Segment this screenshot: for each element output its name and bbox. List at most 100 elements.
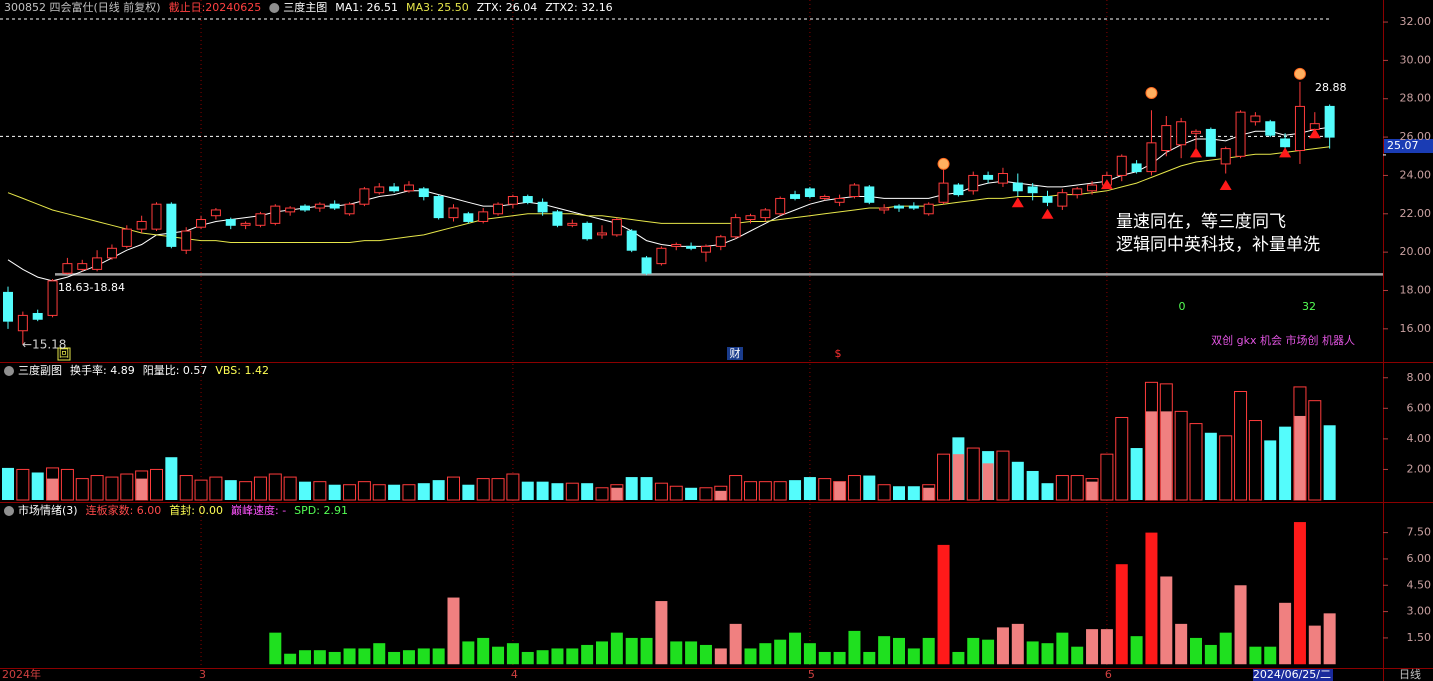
bar (165, 457, 178, 500)
bar (462, 641, 475, 665)
annotation: 0 (1179, 300, 1186, 313)
bar (669, 485, 683, 501)
bar (313, 650, 326, 665)
bar-overlay (1294, 415, 1306, 500)
candle-body (626, 230, 637, 251)
signal-triangle (1219, 180, 1232, 191)
bar (506, 643, 519, 665)
bar (1219, 435, 1233, 501)
candle-body (1220, 148, 1231, 165)
y-tick-label: 8.00 (1407, 371, 1432, 384)
candle-body (448, 207, 459, 219)
candle-body (522, 196, 533, 203)
candle-body (403, 184, 414, 192)
y-tick-label: 30.00 (1400, 53, 1432, 66)
bar (907, 648, 920, 665)
candle-body (77, 263, 88, 270)
candle-body (1265, 121, 1276, 136)
bar (878, 636, 891, 665)
bar (1011, 623, 1024, 665)
candle-body (1116, 155, 1127, 176)
bar (1323, 613, 1336, 665)
y-tick-label: 4.00 (1407, 432, 1432, 445)
bar (1190, 637, 1202, 665)
y-tick-label: 18.00 (1400, 283, 1432, 296)
bar (551, 648, 564, 665)
bar (1219, 632, 1232, 665)
legend-text: MA3: 25.50 (406, 1, 469, 14)
candle-body (1027, 186, 1038, 194)
bar (744, 481, 757, 501)
bar (209, 476, 223, 501)
bar (1264, 440, 1277, 500)
y-tick-label: 24.00 (1400, 168, 1432, 181)
candle-body (493, 203, 504, 215)
bar (1100, 453, 1114, 501)
candle-body (790, 194, 801, 199)
candle-body (1072, 188, 1083, 196)
bar (373, 643, 386, 665)
candle-body (374, 186, 385, 194)
bar (952, 651, 965, 665)
bar (1026, 641, 1039, 665)
candle-body (1235, 111, 1246, 157)
y-tick-label: 20.00 (1400, 245, 1432, 258)
bar (299, 650, 311, 665)
candle-body (1250, 115, 1261, 123)
y-tick-label: 3.00 (1407, 605, 1432, 618)
bar (224, 480, 237, 500)
candle-body (730, 217, 741, 238)
bar (729, 475, 743, 501)
bar (283, 476, 297, 501)
legend-text: 截止日:20240625 (169, 0, 262, 14)
y-tick-label: 1.50 (1407, 631, 1432, 644)
candle-body (329, 203, 340, 209)
annotation: 财 (730, 346, 741, 360)
icon-box (727, 347, 743, 360)
date-box (1253, 669, 1333, 681)
bar (685, 487, 698, 500)
y-tick-label: 4.50 (1407, 578, 1432, 591)
bar (402, 650, 415, 665)
ma-line (7, 146, 1330, 243)
bar (521, 651, 534, 665)
bar (372, 484, 386, 501)
candle-body (1176, 121, 1187, 146)
bar (699, 487, 713, 501)
bar-overlay (611, 487, 623, 500)
bar (239, 481, 253, 501)
signal-smiley (1293, 67, 1306, 80)
bar (417, 483, 430, 500)
candle-body (32, 312, 43, 320)
bar (685, 641, 698, 665)
bar-overlay (923, 487, 935, 500)
candle-body (225, 219, 236, 226)
candle-body (1205, 128, 1216, 157)
bar (1175, 623, 1188, 665)
bar (1071, 646, 1084, 665)
bar-overlay (952, 454, 964, 500)
bar (343, 484, 357, 501)
bar (581, 483, 594, 500)
bar (551, 483, 564, 500)
bar (759, 643, 772, 665)
annotation: 逻辑同中英科技，补量单洗 (1116, 235, 1320, 255)
legend-text: SPD: 2.91 (294, 504, 348, 517)
candle-body (879, 207, 890, 211)
signal-triangle (1041, 208, 1054, 219)
candle-body (552, 211, 563, 226)
y-tick-label: 2.00 (1407, 462, 1432, 475)
candle-body (418, 188, 429, 198)
candle-body (656, 247, 667, 265)
bar (833, 651, 846, 665)
bar (1011, 461, 1024, 500)
bar (655, 601, 668, 665)
bar (328, 484, 341, 500)
bar (536, 481, 549, 500)
annotation: ←15.18 (22, 338, 66, 352)
candle-body (968, 174, 979, 192)
legend-text: 首封: 0.00 (169, 503, 223, 517)
signal-smiley (1145, 86, 1158, 99)
bar (581, 644, 594, 665)
bar (1248, 420, 1262, 501)
